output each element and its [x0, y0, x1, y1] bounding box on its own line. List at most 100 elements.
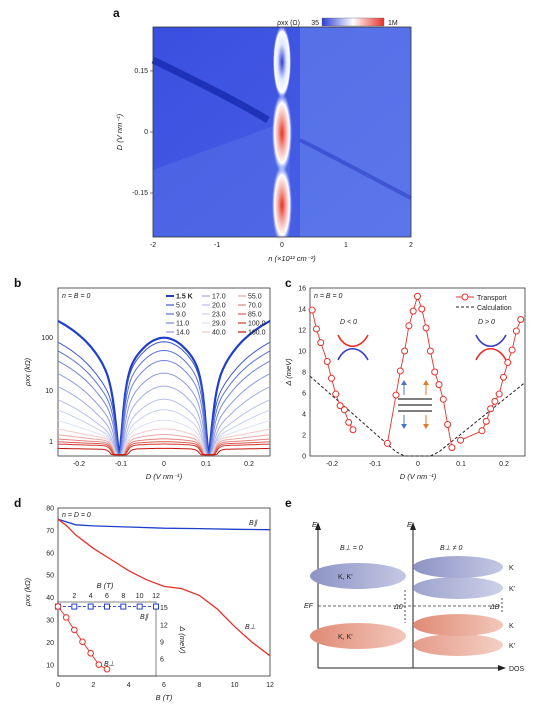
- right-conduction-band-k: [413, 556, 503, 578]
- transport-point: [336, 402, 344, 410]
- transport-point: [457, 436, 464, 444]
- series-line-160.0: [58, 447, 270, 456]
- transport-point: [422, 324, 430, 332]
- right-valence-band-kprime: [413, 634, 503, 656]
- inset-xtick: 10: [136, 593, 144, 600]
- panel-e-label: e: [285, 496, 292, 510]
- legend-transport-marker: [461, 293, 469, 301]
- panel-c-data: [308, 292, 526, 457]
- ytick: 80: [46, 506, 54, 513]
- transport-point: [491, 397, 499, 405]
- ytick: 2: [302, 433, 306, 440]
- left-band-upper-label: K, K': [338, 574, 353, 581]
- legend-entry: 70.0: [248, 303, 262, 310]
- panel-e: e E E DOS B⊥ = 0 B⊥ ≠ 0 K, K' K, K' Δ0 K…: [285, 496, 525, 673]
- transport-point: [383, 439, 391, 447]
- panel-b-label: b: [14, 276, 21, 290]
- fermi-level-label: EF: [304, 603, 314, 610]
- xtick: -2: [150, 242, 156, 249]
- inset-point-bpar: [71, 603, 78, 610]
- ytick: 10: [298, 349, 306, 356]
- xtick: 2: [91, 682, 95, 689]
- series-line-B⊥: [57, 518, 271, 657]
- xtick: 0.1: [456, 461, 466, 468]
- panel-e-xlabel: DOS: [509, 666, 525, 673]
- xtick: -1: [214, 242, 220, 249]
- transport-point: [512, 327, 520, 335]
- inset-xtick: 8: [121, 593, 125, 600]
- xtick: 4: [127, 682, 131, 689]
- transport-point: [482, 417, 490, 425]
- annotation-d-negative: D < 0: [340, 319, 357, 326]
- ytick: 0: [144, 129, 148, 136]
- transport-line: [311, 309, 354, 431]
- dark-diagonal-band-right: [299, 138, 412, 200]
- inset-point-bpar: [87, 603, 94, 610]
- xtick: 2: [409, 242, 413, 249]
- inset-xtick: 12: [152, 593, 160, 600]
- xtick: 10: [231, 682, 239, 689]
- legend-entry: 11.0: [176, 321, 189, 328]
- panel-b-condition: n = B = 0: [62, 293, 91, 300]
- inset-frame: [57, 601, 157, 677]
- xtick: 0: [416, 461, 420, 468]
- panel-b-frame: [57, 287, 271, 457]
- colorbar: [321, 17, 385, 27]
- panel-c-legend: Transport Calculation: [456, 293, 512, 312]
- legend-entry: 55.0: [248, 294, 262, 301]
- cnp-stripe-bottom: [272, 165, 292, 245]
- panel-c-condition: n = B = 0: [314, 293, 343, 300]
- xtick: 0.2: [244, 461, 254, 468]
- cnp-stripe-top: [273, 26, 291, 98]
- transport-point: [444, 421, 452, 428]
- inset-point-bperp: [95, 661, 103, 668]
- legend-entry: 17.0: [212, 294, 226, 301]
- panel-a-yticks: 0.15 0 -0.15: [132, 68, 153, 197]
- legend-entry: 5.0: [176, 303, 186, 310]
- panel-a-label: a: [113, 6, 120, 20]
- inset-point-bperp: [79, 638, 86, 646]
- left-valence-band: [310, 623, 406, 649]
- right-valence-band-k: [413, 614, 503, 636]
- transport-point: [349, 426, 357, 434]
- ytick: 0: [302, 454, 306, 461]
- transport-point: [500, 373, 507, 381]
- band-sketch-right: [475, 334, 507, 361]
- ytick: 100: [41, 335, 53, 342]
- panel-b-ylabel: ρxx (kΩ): [23, 357, 32, 387]
- right-title: B⊥ ≠ 0: [440, 545, 462, 552]
- panel-a: a ρxx (Ω) 35 1M 0.15 0 -0.15 D (V: [113, 6, 413, 263]
- xtick: 0.1: [201, 461, 211, 468]
- xtick: 0: [56, 682, 60, 689]
- legend-entry: 1.5 K: [176, 294, 193, 301]
- series-line-11.0: [57, 359, 271, 456]
- transport-point: [317, 339, 325, 347]
- transport-point: [396, 367, 404, 375]
- gap-delta0: Δ0: [393, 604, 403, 611]
- legend-entry: 9.0: [176, 312, 186, 319]
- ytick: 10: [46, 662, 54, 669]
- inset-point-bperp: [62, 614, 70, 621]
- ytick: 0.15: [134, 68, 148, 75]
- transport-point: [487, 405, 495, 413]
- series-line-5.0: [57, 341, 271, 455]
- inset-point-bperp: [87, 649, 94, 657]
- inset-xtick: 6: [105, 593, 109, 600]
- transport-point: [312, 325, 320, 333]
- panel-d-condition: n = D = 0: [62, 512, 91, 519]
- gap-deltab: ΔB: [489, 604, 500, 611]
- panel-c: c n = B = 0 Transport Calculation D < 0 …: [284, 276, 526, 481]
- inset-ytick: 6: [160, 656, 164, 663]
- legend-entry: 40.0: [212, 330, 226, 337]
- panel-b-legend: 1.5 K 5.0 9.0 11.0 14.0 17.0 20.0 23.0 29.0 40.0 5…: [166, 294, 266, 337]
- ytick: 14: [298, 307, 306, 314]
- xtick: 0.2: [499, 461, 509, 468]
- calculation-line: [309, 375, 526, 457]
- colorbar-max-label: 1M: [388, 20, 398, 27]
- panel-c-xlabel: D (V nm⁻¹): [400, 472, 437, 481]
- left-conduction-band: [310, 563, 406, 589]
- panel-d-data: [57, 518, 271, 657]
